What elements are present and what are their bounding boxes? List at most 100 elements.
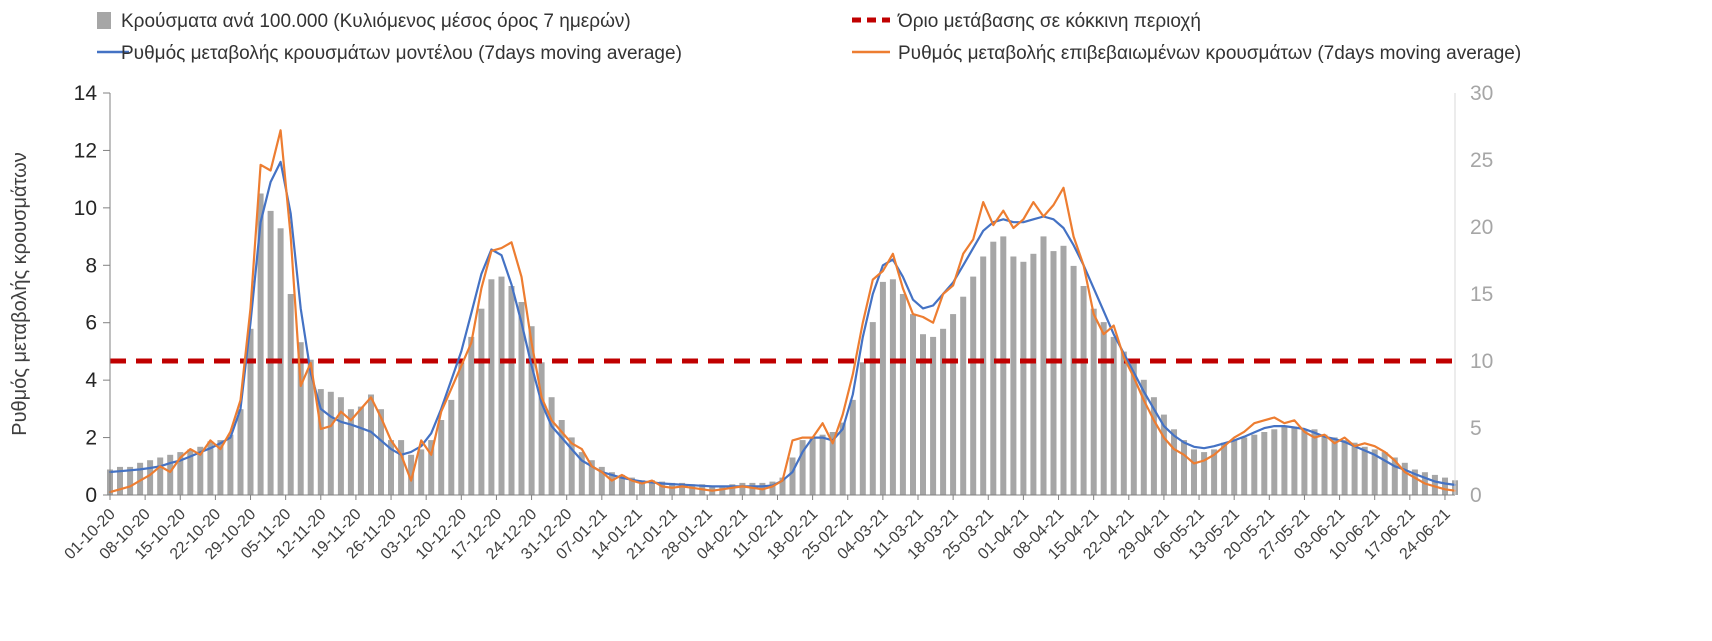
- bar: [649, 480, 655, 495]
- bar: [679, 482, 686, 495]
- bar: [378, 409, 384, 495]
- left-axis-title: Ρυθμός μεταβολής κρουσμάτων: [9, 152, 31, 436]
- bar: [990, 241, 997, 495]
- bar: [950, 314, 957, 495]
- legend: Κρούσματα ανά 100.000 (Κυλιόμενος μέσος …: [97, 11, 1521, 64]
- legend-cases-label: Κρούσματα ανά 100.000 (Κυλιόμενος μέσος …: [121, 11, 631, 32]
- bar: [739, 482, 746, 495]
- bar: [438, 420, 445, 495]
- bar: [1331, 437, 1338, 495]
- legend-item-model: Ρυθμός μεταβολής κρουσμάτων μοντέλου (7d…: [97, 43, 682, 64]
- bar: [1361, 446, 1368, 495]
- bar: [548, 397, 555, 495]
- bar: [458, 362, 465, 495]
- bar: [1221, 442, 1228, 495]
- bar: [588, 460, 595, 495]
- bar: [1030, 253, 1037, 495]
- bar: [1050, 251, 1057, 495]
- bar: [729, 484, 736, 495]
- bar: [157, 457, 164, 495]
- right-tick-label: 20: [1470, 216, 1493, 239]
- bar: [558, 420, 565, 495]
- bar: [1301, 429, 1308, 495]
- bar: [408, 454, 415, 495]
- bar: [889, 279, 896, 495]
- bar: [388, 440, 394, 495]
- bar: [1261, 432, 1268, 495]
- bar: [578, 452, 585, 495]
- left-axis-ticks: 0 2 4 6 8 10 12 14: [74, 82, 110, 507]
- bar: [227, 434, 234, 495]
- bar: [789, 457, 796, 495]
- left-tick-label: 8: [85, 254, 97, 277]
- bar: [1130, 362, 1137, 495]
- bar: [1060, 245, 1067, 495]
- bar: [799, 440, 806, 495]
- bar: [849, 399, 856, 495]
- bar: [488, 279, 495, 495]
- bar: [1140, 379, 1147, 495]
- bar: [1241, 437, 1248, 495]
- bar: [930, 336, 937, 495]
- bar: [568, 437, 575, 495]
- bar: [207, 441, 214, 495]
- bar: [468, 336, 475, 495]
- bar: [518, 302, 525, 495]
- bar: [267, 210, 274, 495]
- confirmed-line: [108, 129, 1457, 494]
- bar: [1040, 236, 1047, 495]
- bar: [669, 482, 676, 495]
- bar: [217, 440, 224, 495]
- bar: [618, 474, 625, 495]
- bar: [1351, 442, 1358, 495]
- bar: [127, 466, 134, 495]
- legend-model-label: Ρυθμός μεταβολής κρουσμάτων μοντέλου (7d…: [121, 43, 682, 64]
- legend-item-threshold: Όριο μετάβασης σε κόκκινη περιοχή: [852, 11, 1201, 32]
- bar: [337, 397, 344, 495]
- bar: [197, 446, 204, 495]
- bar: [1321, 434, 1328, 495]
- bar: [1381, 452, 1388, 495]
- bar: [779, 477, 786, 495]
- bar: [749, 482, 756, 495]
- bar: [1341, 440, 1348, 495]
- bar: [418, 449, 425, 495]
- bar: [237, 409, 244, 495]
- bar: [307, 359, 314, 495]
- bar: [167, 454, 174, 495]
- bar: [1271, 429, 1278, 495]
- bar: [1090, 308, 1097, 495]
- bar: [608, 472, 615, 495]
- bar: [819, 434, 826, 495]
- left-tick-label: 2: [85, 427, 97, 450]
- bar: [659, 481, 666, 495]
- left-tick-label: 0: [85, 484, 97, 507]
- bar: [287, 294, 294, 495]
- bar: [1010, 256, 1017, 495]
- right-axis-ticks: 0 5 10 15 20 25 30: [1470, 82, 1493, 507]
- bar: [879, 281, 886, 495]
- bar: [177, 452, 184, 495]
- bar: [137, 462, 144, 495]
- bar: [1431, 474, 1438, 495]
- bar: [1191, 449, 1197, 495]
- bar: [809, 437, 816, 495]
- legend-confirmed-label: Ρυθμός μεταβολής επιβεβαιωμένων κρουσμάτ…: [898, 43, 1521, 64]
- bar: [1211, 449, 1218, 495]
- bar: [478, 308, 485, 495]
- right-tick-label: 5: [1470, 417, 1482, 440]
- bar: [719, 487, 726, 495]
- right-tick-label: 0: [1470, 484, 1482, 507]
- bar: [1171, 429, 1177, 495]
- bar: [980, 256, 987, 495]
- bar: [368, 394, 374, 495]
- bar: [448, 399, 455, 495]
- bar: [628, 477, 635, 495]
- bar: [598, 466, 605, 495]
- bar: [1401, 462, 1408, 495]
- bar: [257, 193, 264, 495]
- bar: [1201, 452, 1208, 495]
- bar: [1231, 440, 1238, 495]
- bar: [689, 484, 696, 495]
